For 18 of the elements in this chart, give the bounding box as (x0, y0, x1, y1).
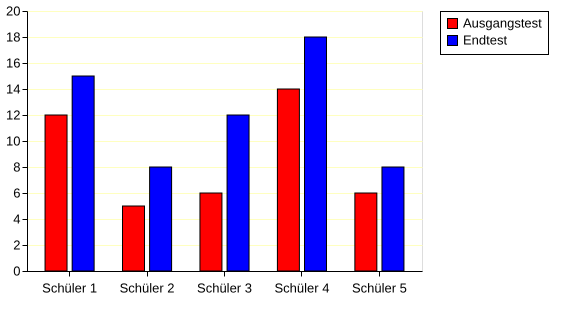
y-tick-label: 4 (13, 212, 20, 226)
legend-label: Endtest (463, 32, 508, 48)
y-tick-label: 12 (6, 108, 20, 122)
x-tick-label: Schüler 1 (42, 280, 98, 296)
y-tick-label: 10 (6, 134, 20, 148)
x-tick-label: Schüler 4 (274, 280, 330, 296)
y-tick-label: 20 (6, 4, 20, 18)
x-tick-label: Schüler 3 (197, 280, 252, 296)
y-tick-label: 14 (6, 82, 20, 96)
y-tick-label: 0 (13, 264, 20, 278)
y-tick-label: 2 (13, 238, 20, 252)
y-tick-label: 16 (6, 56, 20, 70)
y-tick-label: 8 (13, 160, 20, 174)
x-tick-label: Schüler 5 (352, 280, 407, 296)
legend-label: Ausgangstest (463, 16, 542, 30)
y-tick-label: 18 (6, 30, 20, 44)
x-tick-label: Schüler 2 (120, 280, 175, 296)
y-tick-label: 6 (13, 186, 20, 200)
